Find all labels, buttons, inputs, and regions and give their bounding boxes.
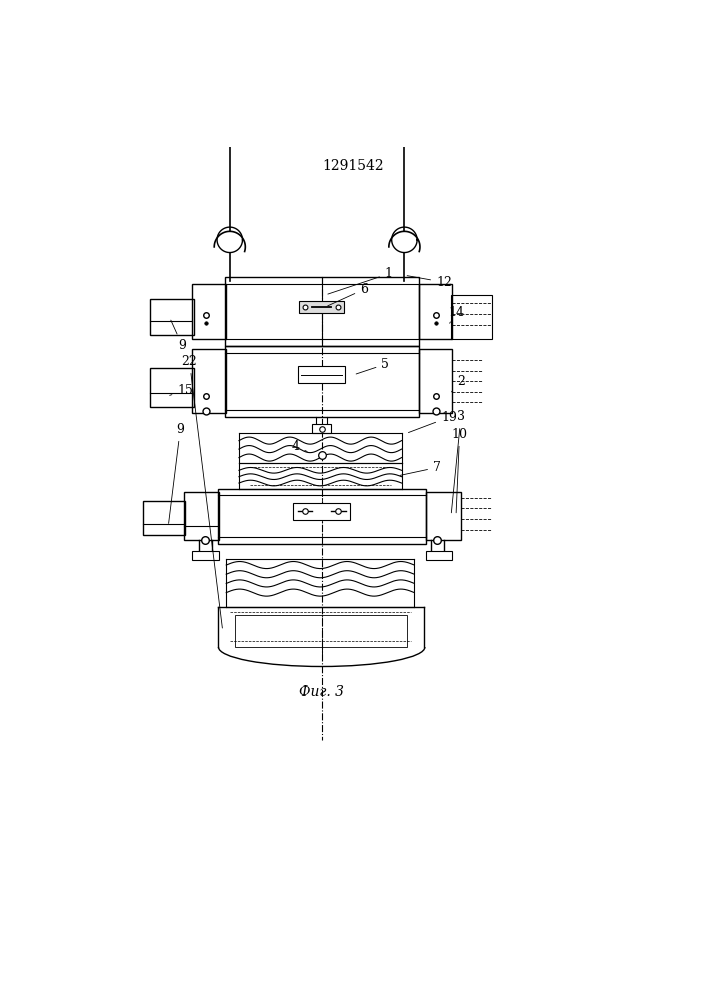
Bar xyxy=(184,492,219,540)
Bar xyxy=(419,349,452,413)
Text: 15: 15 xyxy=(170,384,193,397)
Text: 1291542: 1291542 xyxy=(322,159,385,173)
Text: 1: 1 xyxy=(328,267,393,294)
Bar xyxy=(192,551,219,560)
Bar xyxy=(150,368,194,407)
Bar xyxy=(426,551,452,560)
Bar xyxy=(293,503,350,520)
Bar xyxy=(299,301,344,313)
Bar xyxy=(312,424,331,433)
Text: 3: 3 xyxy=(451,410,465,513)
Bar xyxy=(192,349,226,413)
Text: 14: 14 xyxy=(448,306,464,323)
Text: 19: 19 xyxy=(409,411,457,433)
Bar xyxy=(150,299,194,335)
Bar xyxy=(235,615,407,647)
Bar xyxy=(192,284,226,339)
Text: 22: 22 xyxy=(182,355,223,628)
Bar xyxy=(218,489,426,544)
Text: 5: 5 xyxy=(356,358,390,374)
Bar xyxy=(225,277,419,346)
Text: 4: 4 xyxy=(291,440,307,453)
Bar xyxy=(298,366,345,383)
Bar xyxy=(419,284,452,339)
Text: 2: 2 xyxy=(452,375,465,392)
Text: 9: 9 xyxy=(171,320,187,352)
Bar xyxy=(426,492,461,540)
Bar xyxy=(143,501,185,535)
Text: 12: 12 xyxy=(407,276,452,289)
Text: Фиг. 3: Фиг. 3 xyxy=(299,685,344,699)
Bar xyxy=(225,346,419,417)
Text: 6: 6 xyxy=(328,283,368,306)
Text: 10: 10 xyxy=(452,428,467,513)
Text: 7: 7 xyxy=(400,461,441,475)
Bar xyxy=(451,295,492,339)
Text: 9: 9 xyxy=(168,423,185,523)
